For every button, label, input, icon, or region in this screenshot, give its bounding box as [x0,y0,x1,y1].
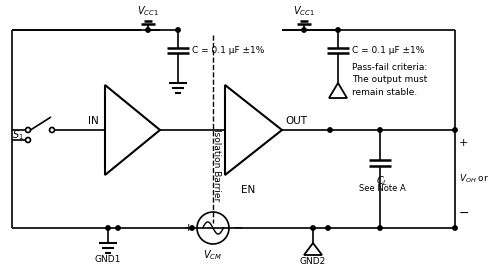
Text: GND2: GND2 [300,257,326,266]
Text: GND1: GND1 [95,255,121,264]
Circle shape [116,226,120,230]
Circle shape [453,226,457,230]
Circle shape [336,28,340,32]
Circle shape [453,128,457,132]
Circle shape [378,226,382,230]
Text: Isolation Barrier: Isolation Barrier [213,129,221,201]
Circle shape [176,28,180,32]
Text: $V_{CC1}$: $V_{CC1}$ [137,4,159,18]
Circle shape [302,28,306,32]
Text: See Note A: See Note A [358,184,406,193]
Text: $V_{CM}$: $V_{CM}$ [203,248,222,262]
Circle shape [328,128,332,132]
Text: $V_{OH}$ or $V_{OL}$: $V_{OH}$ or $V_{OL}$ [459,173,491,185]
Text: EN: EN [242,185,256,195]
Text: C = 0.1 μF ±1%: C = 0.1 μF ±1% [352,46,424,55]
Text: +: + [184,223,193,233]
Circle shape [190,226,194,230]
Circle shape [146,28,150,32]
Circle shape [106,226,110,230]
Text: IN: IN [88,116,99,126]
Text: OUT: OUT [285,116,307,126]
Text: $C_L$: $C_L$ [376,174,388,188]
Text: +: + [459,138,468,148]
Text: Pass-fail criteria:
The output must
remain stable.: Pass-fail criteria: The output must rema… [352,63,427,97]
Circle shape [326,226,330,230]
Text: −: − [459,207,469,220]
Text: $V_{CC1}$: $V_{CC1}$ [293,4,315,18]
Circle shape [311,226,315,230]
Text: C = 0.1 μF ±1%: C = 0.1 μF ±1% [192,46,264,55]
Text: $S_1$: $S_1$ [12,128,24,142]
Text: −: − [233,221,244,234]
Circle shape [378,128,382,132]
